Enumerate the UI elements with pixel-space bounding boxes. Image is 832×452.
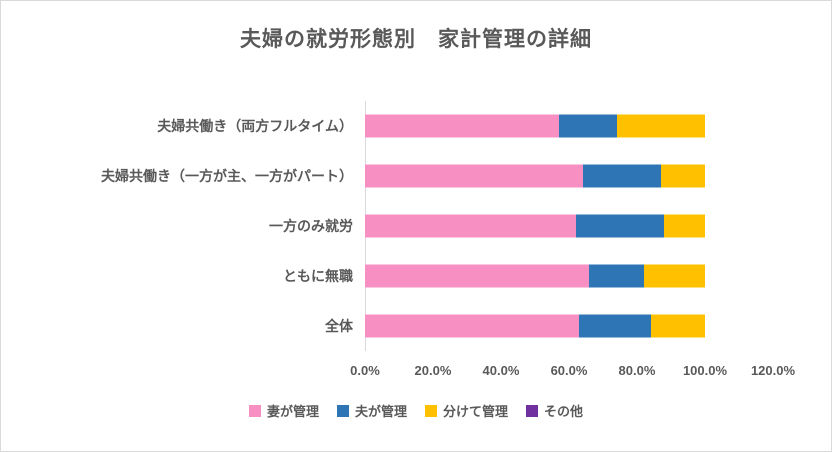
bar-segment-series-2 — [616, 114, 705, 138]
x-tick-label: 60.0% — [550, 363, 588, 378]
bar-area — [365, 151, 773, 201]
category-label: 全体 — [325, 318, 353, 334]
bar-track — [365, 114, 773, 138]
x-axis: 0.0% 20.0% 40.0% 60.0% 80.0% 100.0% 120.0% — [350, 363, 795, 383]
bar-segment-series-1 — [582, 164, 661, 188]
category-label: 夫婦共働き（一方が主、一方がパート） — [101, 168, 353, 184]
category-label: ともに無職 — [283, 268, 353, 284]
bar-segment-series-2 — [664, 214, 705, 238]
legend-item: 妻が管理 — [248, 401, 319, 420]
bar-segment-series-2 — [643, 264, 705, 288]
bar-segment-series-1 — [589, 264, 644, 288]
legend-label: 妻が管理 — [266, 404, 319, 419]
legend-label: その他 — [544, 404, 584, 419]
bar-area — [365, 251, 773, 301]
legend-swatch — [425, 404, 437, 417]
x-tick-label: 0.0% — [350, 363, 380, 378]
bar-area — [365, 101, 773, 151]
bar-segment-series-1 — [575, 214, 665, 238]
legend-swatch — [248, 404, 261, 417]
bar-track — [365, 214, 773, 238]
legend-label: 夫が管理 — [354, 404, 407, 419]
bar-rows: 夫婦共働き（両方フルタイム） 夫婦共働き（一方が主、一方がパート） 一方のみ就労とも… — [1, 101, 831, 351]
legend-item: 分けて管理 — [425, 401, 508, 420]
bar-area — [365, 201, 773, 251]
x-tick-label: 120.0% — [750, 363, 796, 378]
bar-segment-series-0 — [365, 314, 580, 338]
bar-track — [365, 164, 773, 188]
x-tick-label: 40.0% — [482, 363, 520, 378]
bar-row: 全体 — [1, 301, 831, 351]
bar-row: ともに無職 — [1, 251, 831, 301]
legend-item: 夫が管理 — [336, 401, 407, 420]
legend-swatch — [336, 404, 349, 417]
bar-row: 一方のみ就労 — [1, 201, 831, 251]
bar-segment-series-1 — [558, 114, 617, 138]
bar-row: 夫婦共働き（両方フルタイム） — [1, 101, 831, 151]
chart-title: 夫婦の就労形態別 家計管理の詳細 — [240, 28, 592, 51]
bar-segment-series-0 — [365, 264, 590, 288]
legend-label: 分けて管理 — [443, 404, 509, 419]
bar-track — [365, 314, 773, 338]
bar-track — [365, 264, 773, 288]
bar-row: 夫婦共働き（一方が主、一方がパート） — [1, 151, 831, 201]
legend-swatch — [526, 404, 539, 417]
bar-segment-series-0 — [365, 164, 583, 188]
bar-segment-series-1 — [579, 314, 651, 338]
x-tick-label: 100.0% — [682, 363, 728, 378]
x-tick-label: 20.0% — [414, 363, 452, 378]
bar-segment-series-2 — [650, 314, 705, 338]
bar-segment-series-2 — [660, 164, 705, 188]
bar-segment-series-0 — [365, 214, 576, 238]
bar-segment-series-0 — [365, 114, 559, 138]
category-label: 一方のみ就労 — [269, 218, 353, 234]
legend-item: その他 — [526, 401, 583, 420]
legend: 妻が管理 夫が管理 分けて管理 その他 — [1, 401, 831, 420]
bar-area — [365, 301, 773, 351]
x-tick-label: 80.0% — [618, 363, 656, 378]
category-label: 夫婦共働き（両方フルタイム） — [157, 118, 353, 134]
